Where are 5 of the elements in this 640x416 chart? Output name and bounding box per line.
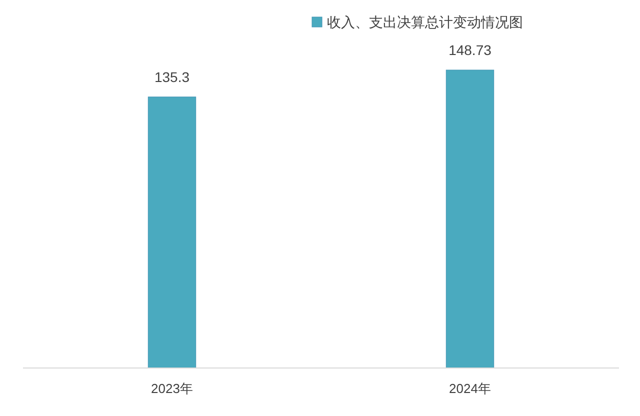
x-tick-label: 2024年 [449, 381, 491, 396]
data-label: 148.73 [448, 42, 492, 58]
x-tick-label: 2023年 [151, 381, 193, 396]
legend: 收入、支出决算总计变动情况图 [312, 14, 523, 30]
data-label: 135.3 [154, 68, 190, 85]
